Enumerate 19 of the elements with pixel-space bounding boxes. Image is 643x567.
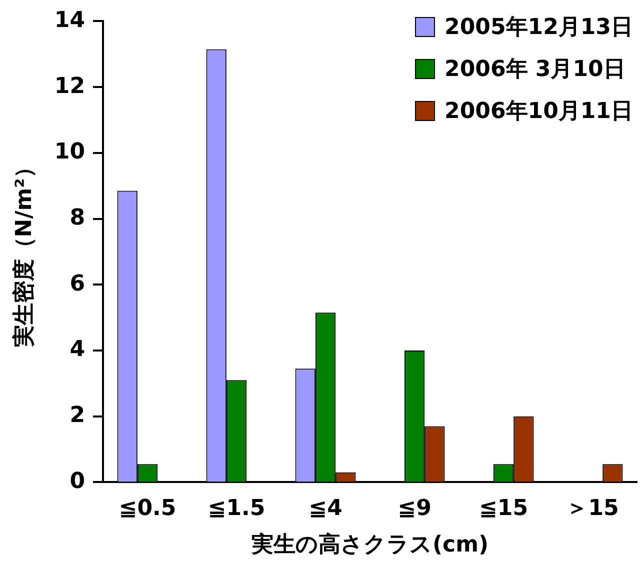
x-tick-label: ≦15 [478,496,528,522]
y-tick-label: 4 [70,337,86,362]
x-tick-label: ≦0.5 [118,496,176,522]
legend-label: 2006年10月11日 [444,98,633,126]
y-axis-title: 実生密度（N/m²） [10,156,37,348]
y-tick-label: 14 [54,8,86,33]
y-tick-label: 10 [54,140,86,165]
y-tick-label: 0 [70,468,86,494]
x-tick-label: ≦4 [308,496,342,522]
y-tick-label: 6 [70,271,86,296]
x-axis-title: 実生の高さクラス(cm) [250,532,489,558]
legend-label: 2005年12月13日 [444,14,633,42]
y-tick-label: 2 [70,403,86,428]
y-tick-label: 12 [54,74,86,99]
x-tick-label: ≦1.5 [208,496,266,522]
x-tick-label: ≦9 [398,496,432,522]
legend-label: 2006年 3月10日 [444,56,626,84]
x-tick-label: ＞15 [566,496,619,522]
y-tick-label: 8 [70,205,86,230]
